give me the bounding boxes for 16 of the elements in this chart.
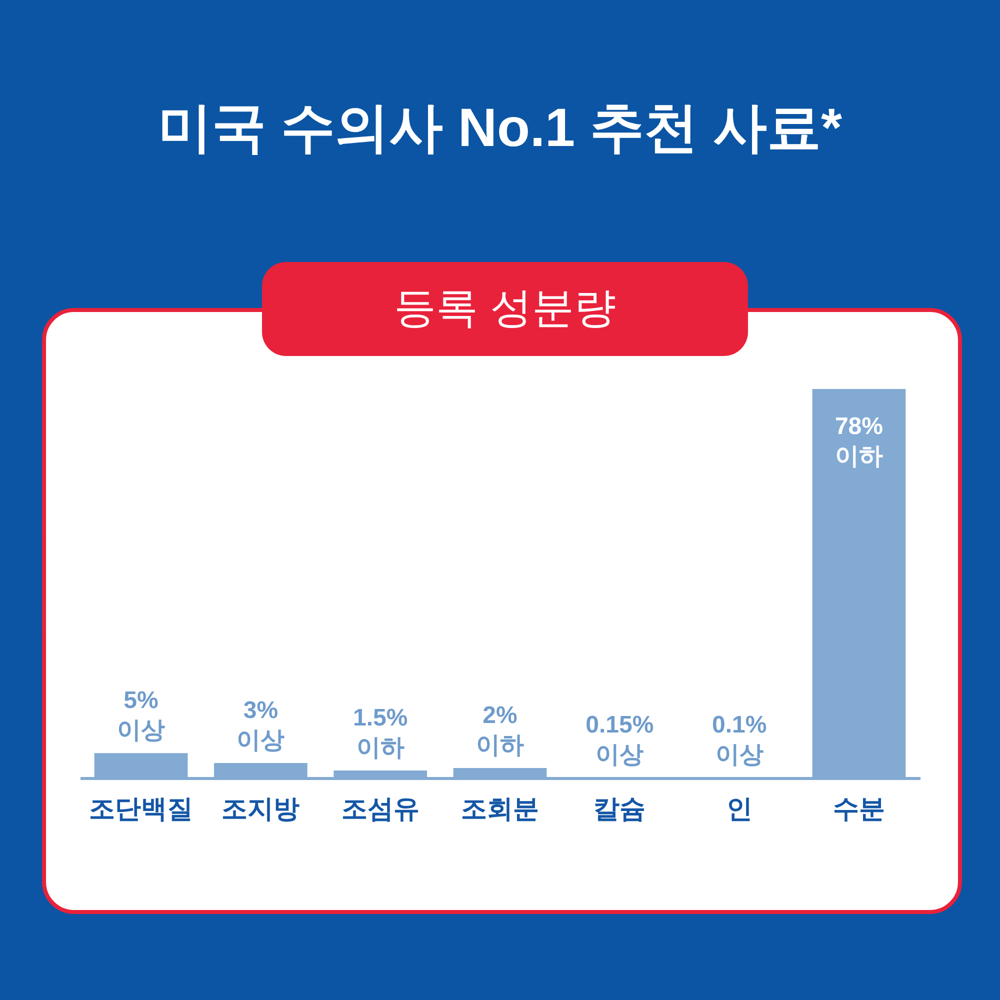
x-tick-label: 인 — [726, 794, 752, 824]
data-label: 1.5% 이하 — [352, 704, 408, 762]
data-label: 3% 이상 — [236, 697, 285, 754]
x-tick-label: 조단백질 — [89, 794, 194, 824]
x-tick-label: 수분 — [832, 794, 885, 824]
data-label: 2% 이하 — [476, 702, 524, 760]
x-tick-label: 칼슘 — [594, 794, 646, 824]
data-label: 5% 이상 — [117, 687, 166, 744]
x-tick-label: 조회분 — [461, 794, 539, 824]
data-label: 0.1% 이상 — [712, 712, 767, 768]
chart-title: 미국 수의사 No.1 추천 사료* — [158, 98, 842, 158]
x-tick-label: 조섬유 — [341, 794, 420, 824]
data-label: 78% 이하 — [834, 413, 883, 470]
x-tick-label: 조지방 — [222, 794, 300, 824]
data-label: 0.15% 이상 — [586, 711, 654, 768]
chart-subtitle: 등록 성분량 — [394, 284, 616, 331]
